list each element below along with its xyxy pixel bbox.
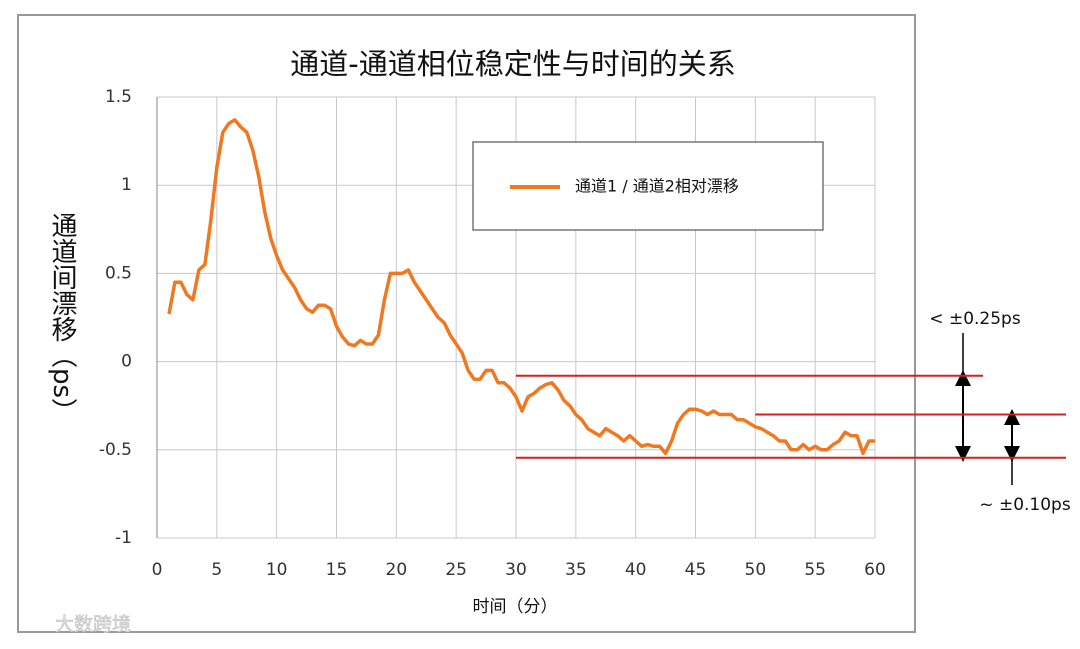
chart-title: 通道-通道相位稳定性与时间的关系 (290, 47, 735, 81)
watermark: 大数跨境 (55, 614, 131, 636)
y-tick-label: 1.5 (105, 87, 132, 107)
annotation: < ±0.25ps (929, 309, 1021, 329)
y-axis-label: 通道间漂移（ps） (47, 212, 77, 424)
x-tick-label: 5 (211, 560, 222, 580)
y-tick-label: 0.5 (105, 263, 132, 283)
x-tick-label: 10 (266, 560, 288, 580)
x-tick-label: 35 (565, 560, 587, 580)
x-tick-label: 30 (505, 560, 527, 580)
y-tick-label: 1 (121, 175, 132, 195)
x-tick-label: 0 (152, 560, 163, 580)
legend-label: 通道1 / 通道2相对漂移 (575, 177, 739, 196)
plot-area: 0 5 10 15 20 25 30 35 40 45 50 55 60 1.5 1 0.5 0 -0.5 -1 (99, 87, 886, 580)
y-tick-label: -1 (115, 528, 132, 548)
y-tick-label: -0.5 (99, 440, 132, 460)
x-tick-label: 60 (864, 560, 886, 580)
x-axis-label: 时间（分） (473, 597, 558, 617)
x-tick-label: 45 (685, 560, 707, 580)
y-tick-label: 0 (121, 352, 132, 372)
x-tick-label: 55 (804, 560, 826, 580)
data-line (167, 118, 875, 456)
x-tick-label: 25 (445, 560, 467, 580)
chart-frame (17, 14, 916, 633)
x-tick-label: 15 (326, 560, 348, 580)
annotation: ~ ±0.10ps (979, 495, 1071, 515)
x-tick-label: 40 (625, 560, 647, 580)
x-tick-label: 20 (386, 560, 408, 580)
x-tick-label: 50 (745, 560, 767, 580)
